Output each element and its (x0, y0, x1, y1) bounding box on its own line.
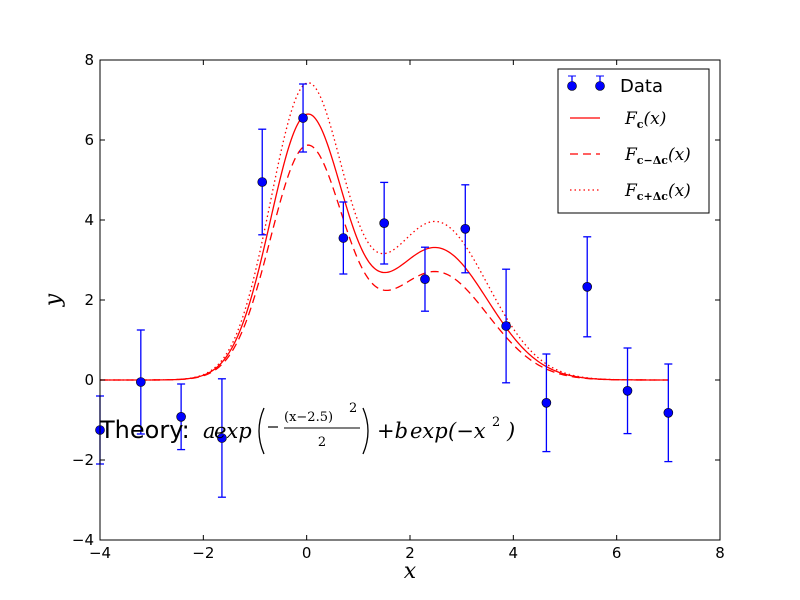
data-point (420, 274, 430, 285)
x-tick-label: −4 (89, 544, 111, 562)
x-tick-label: 4 (509, 544, 519, 562)
data-point (136, 377, 146, 387)
x-tick-label: −2 (192, 544, 214, 562)
x-tick-label: 6 (612, 544, 622, 562)
data-points (95, 113, 674, 443)
legend-label-sub: c+Δc (637, 190, 668, 203)
model-curve-dotted (100, 82, 669, 381)
y-tick-label: −2 (72, 451, 94, 469)
legend-label-model: Fc−Δc(x) (624, 145, 691, 167)
y-tick-label: 4 (84, 211, 94, 229)
data-point (379, 218, 389, 228)
y-tick-label: 2 (84, 291, 94, 309)
data-point (541, 397, 552, 408)
legend-label-arg: (x) (644, 109, 667, 129)
legend-marker (595, 81, 605, 91)
annotation-formula-num: (x−2.5) (284, 410, 333, 425)
axis-ticks: −4 −2 0 2 4 6 8 −4 −2 0 2 4 6 8 (72, 51, 725, 562)
data-point (582, 281, 593, 292)
legend-label-base: F (624, 145, 638, 165)
annotation-formula-den: 2 (318, 435, 326, 450)
annotation-formula-num-exp: 2 (349, 401, 357, 416)
legend-box (557, 68, 710, 214)
legend-label-sub: c−Δc (637, 154, 668, 167)
legend-label-model: Fc+Δc(x) (624, 181, 691, 203)
data-point (460, 224, 471, 234)
x-tick-label: 2 (405, 544, 415, 562)
legend-label-base: F (624, 109, 638, 129)
legend-label-sub: c (637, 118, 644, 131)
y-axis-label: y (41, 293, 66, 307)
model-curves (100, 82, 669, 381)
annotation-formula-a: a (203, 419, 216, 443)
annotation-prefix: Theory: (99, 416, 190, 444)
annotation-formula-close: ) (506, 419, 515, 443)
legend-label-model: Fc(x) (624, 109, 666, 131)
data-point (176, 411, 186, 422)
data-point (217, 433, 227, 443)
legend-label-arg: (x) (668, 145, 691, 165)
data-point (501, 321, 511, 331)
data-point (257, 177, 268, 187)
data-point (663, 407, 674, 418)
legend-label-base: F (624, 181, 638, 201)
legend-label-data: Data (620, 76, 663, 97)
legend-label-arg: (x) (668, 181, 691, 201)
annotation-formula-exp2: exp (410, 419, 448, 443)
x-tick-label: 0 (302, 544, 312, 562)
annotation-formula-arg2: (−x (448, 419, 486, 443)
x-tick-label: 8 (715, 544, 725, 562)
x-axis-label: x (404, 559, 417, 584)
annotation-formula-exp: exp (214, 419, 252, 443)
annotation-formula-plus-b: +b (377, 419, 408, 443)
data-point (622, 385, 633, 396)
data-point (298, 113, 308, 123)
y-tick-label: 6 (84, 131, 94, 149)
annotation-formula-arg2-exp: 2 (492, 415, 500, 430)
data-point (338, 233, 349, 243)
legend-marker (567, 81, 577, 91)
y-tick-label: −4 (72, 531, 94, 549)
annotation-paren-left (258, 407, 265, 455)
annotation-paren-right (362, 407, 369, 455)
y-tick-label: 8 (84, 51, 94, 69)
y-tick-label: 0 (84, 371, 94, 389)
